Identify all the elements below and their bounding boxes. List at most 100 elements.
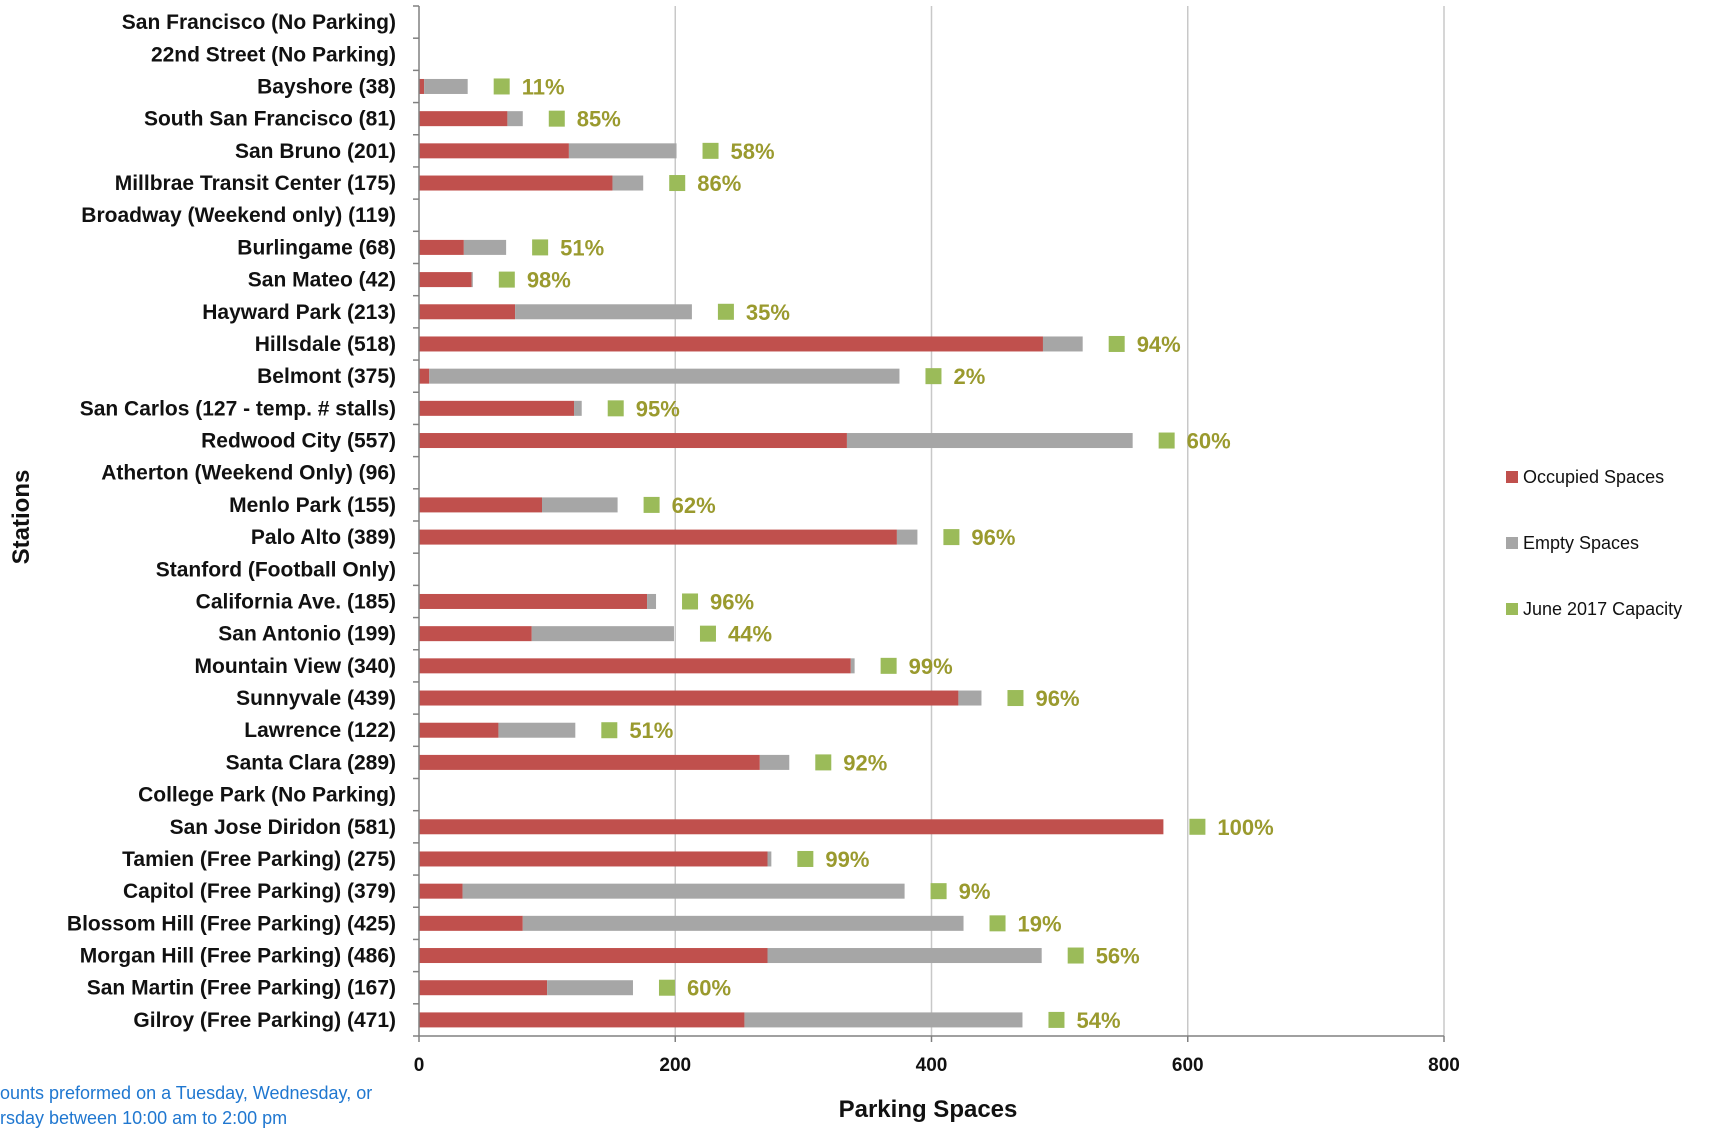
capacity-marker <box>930 883 947 900</box>
capacity-label: 56% <box>1096 944 1140 969</box>
x-tick-label: 800 <box>1428 1055 1460 1076</box>
capacity-marker <box>1158 432 1175 449</box>
empty-bar <box>958 690 982 706</box>
occupied-bar <box>419 433 847 449</box>
capacity-label: 11% <box>522 74 565 99</box>
station-label: Lawrence (122) <box>244 719 396 742</box>
occupied-bar <box>419 690 959 706</box>
capacity-label: 86% <box>697 171 741 196</box>
x-axis-title: Parking Spaces <box>839 1096 1018 1123</box>
capacity-label: 2% <box>953 364 985 389</box>
station-label: Morgan Hill (Free Parking) (486) <box>80 945 396 968</box>
capacity-label: 96% <box>971 525 1015 550</box>
occupied-bar <box>419 272 472 288</box>
capacity-marker <box>717 303 734 320</box>
capacity-marker <box>925 368 942 385</box>
legend-occupied-swatch <box>1506 471 1518 483</box>
capacity-marker <box>880 657 897 674</box>
empty-bar <box>1042 336 1083 352</box>
capacity-marker <box>702 142 719 159</box>
capacity-marker <box>699 625 716 642</box>
capacity-marker <box>943 529 960 546</box>
occupied-bar <box>419 593 648 609</box>
empty-bar <box>429 368 900 384</box>
capacity-marker <box>1108 335 1125 352</box>
station-label: Hillsdale (518) <box>255 333 396 356</box>
capacity-label: 54% <box>1076 1008 1120 1033</box>
empty-bar <box>522 915 964 931</box>
station-label: Tamien (Free Parking) (275) <box>122 848 396 871</box>
station-label: Broadway (Weekend only) (119) <box>81 204 396 227</box>
station-label: San Jose Diridon (581) <box>170 816 396 839</box>
legend-empty-swatch <box>1506 537 1518 549</box>
capacity-label: 92% <box>843 750 887 775</box>
empty-bar <box>471 272 473 288</box>
footnote-line-1: ounts preformed on a Tuesday, Wednesday,… <box>0 1083 372 1103</box>
station-label: Blossom Hill (Free Parking) (425) <box>67 912 396 935</box>
station-label: Burlingame (68) <box>237 236 396 259</box>
occupied-bar <box>419 948 768 964</box>
footnote-line-2: rsday between 10:00 am to 2:00 pm <box>0 1108 287 1128</box>
station-label: Redwood City (557) <box>201 430 396 453</box>
empty-bar <box>744 1012 1023 1028</box>
station-label: San Antonio (199) <box>218 623 396 646</box>
capacity-label: 44% <box>728 622 772 647</box>
capacity-label: 95% <box>636 396 680 421</box>
station-label: Gilroy (Free Parking) (471) <box>133 1009 396 1032</box>
occupied-bar <box>419 626 532 642</box>
capacity-marker <box>498 271 515 288</box>
occupied-bar <box>419 819 1164 835</box>
station-label: Millbrae Transit Center (175) <box>115 172 396 195</box>
capacity-marker <box>1048 1011 1065 1028</box>
capacity-label: 96% <box>1035 686 1079 711</box>
capacity-marker <box>548 110 565 127</box>
occupied-bar <box>419 239 464 255</box>
occupied-bar <box>419 915 523 931</box>
station-label: South San Francisco (81) <box>144 108 396 131</box>
capacity-label: 85% <box>577 107 621 132</box>
occupied-bar <box>419 143 569 159</box>
capacity-label: 58% <box>731 139 775 164</box>
empty-bar <box>568 143 677 159</box>
x-tick-label: 0 <box>414 1055 425 1076</box>
capacity-marker <box>989 915 1006 932</box>
occupied-bar <box>419 78 425 94</box>
station-label: Palo Alto (389) <box>251 526 396 549</box>
capacity-label: 9% <box>959 879 991 904</box>
x-tick-label: 400 <box>916 1055 948 1076</box>
capacity-label: 99% <box>825 847 869 872</box>
empty-bar <box>896 529 918 545</box>
capacity-marker <box>797 850 814 867</box>
occupied-bar <box>419 1012 745 1028</box>
station-label: San Martin (Free Parking) (167) <box>87 977 396 1000</box>
capacity-marker <box>1189 818 1206 835</box>
capacity-label: 62% <box>672 493 716 518</box>
capacity-marker <box>682 593 699 610</box>
empty-bar <box>759 754 790 770</box>
empty-bar <box>647 593 657 609</box>
x-tick-label: 200 <box>659 1055 691 1076</box>
occupied-bar <box>419 175 613 191</box>
station-label: San Francisco (No Parking) <box>122 11 396 34</box>
station-label: Menlo Park (155) <box>229 494 396 517</box>
legend-occupied-label: Occupied Spaces <box>1523 467 1664 487</box>
occupied-bar <box>419 658 851 674</box>
capacity-marker <box>815 754 832 771</box>
occupied-bar <box>419 497 542 513</box>
station-label: Mountain View (340) <box>195 655 396 678</box>
bars <box>419 78 1164 1028</box>
occupied-bar <box>419 111 508 127</box>
capacity-label: 96% <box>710 589 754 614</box>
station-label: Capitol (Free Parking) (379) <box>123 880 396 903</box>
capacity-label: 19% <box>1018 911 1062 936</box>
capacity-label: 99% <box>909 654 953 679</box>
capacity-marker <box>643 496 660 513</box>
empty-bar <box>612 175 644 191</box>
legend-capacity-label: June 2017 Capacity <box>1523 599 1682 619</box>
capacity-marker <box>1067 947 1084 964</box>
station-label: San Carlos (127 - temp. # stalls) <box>80 397 396 420</box>
category-labels: San Francisco (No Parking) 22nd Street (N… <box>67 11 396 1032</box>
capacity-marker <box>658 979 675 996</box>
